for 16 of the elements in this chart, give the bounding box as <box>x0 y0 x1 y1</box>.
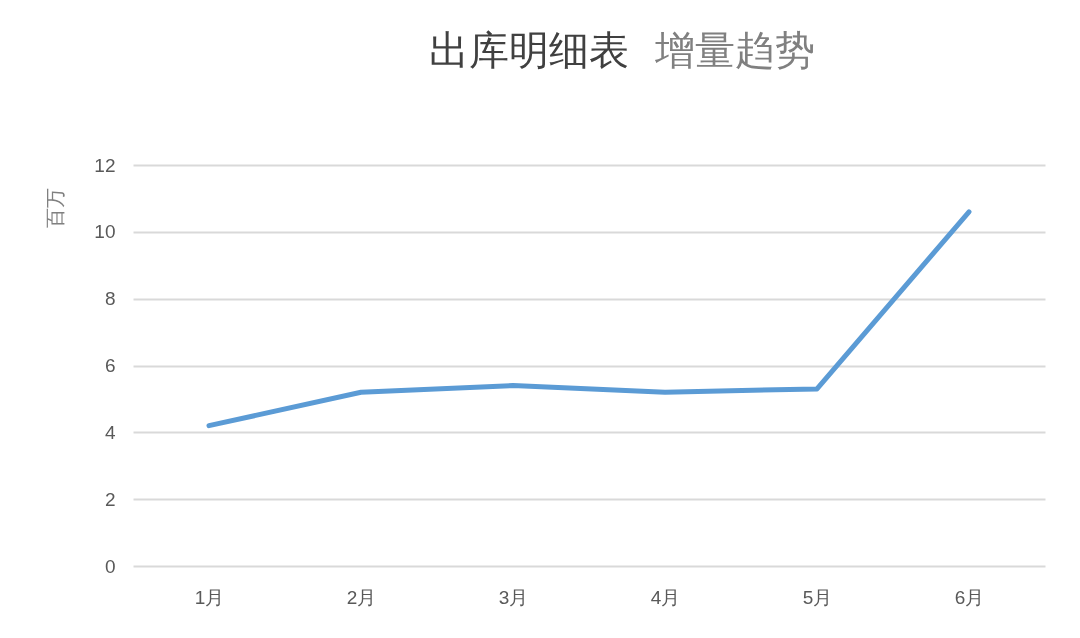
y-tick-label: 2 <box>104 488 116 510</box>
y-tick-label: 6 <box>104 355 116 376</box>
y-tick-label: 8 <box>104 288 116 310</box>
x-tick-label: 3月 <box>498 586 529 608</box>
x-tick-label: 4月 <box>650 586 681 608</box>
x-tick-label: 2月 <box>346 586 377 608</box>
x-tick-label: 5月 <box>802 586 833 608</box>
chart-title: 出库明细表 <box>429 28 629 72</box>
x-tick-label: 6月 <box>954 586 985 608</box>
y-axis-title: 百万 <box>42 187 67 228</box>
y-tick-label: 0 <box>104 555 116 577</box>
y-tick-label: 12 <box>94 154 116 176</box>
y-tick-label: 4 <box>104 421 116 443</box>
y-tick-label: 10 <box>94 221 116 243</box>
x-tick-label: 1月 <box>194 586 225 608</box>
chart-subtitle: 增量趋势 <box>654 28 815 72</box>
